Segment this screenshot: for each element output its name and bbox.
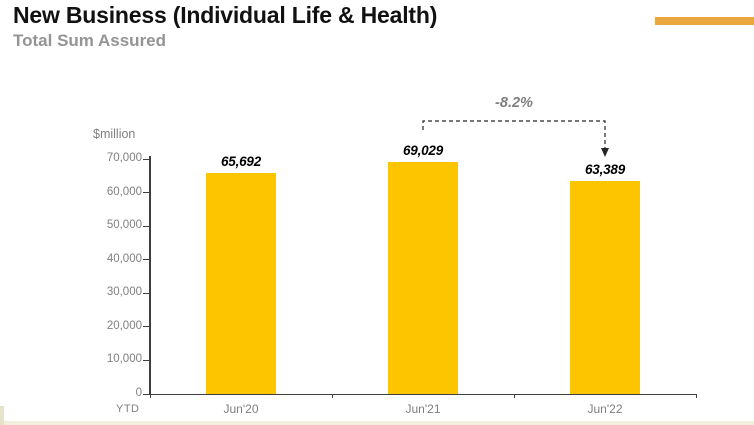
page-title: New Business (Individual Life & Health): [13, 2, 438, 28]
annotation-percentage-label: -8.2%: [495, 95, 533, 111]
y-axis-tick: [143, 225, 149, 227]
x-axis-category-label: Jun'20: [223, 402, 259, 416]
y-axis-tick-label: 30,000: [106, 286, 142, 299]
y-axis-tick: [143, 192, 149, 194]
bottom-left-decoration: [0, 406, 4, 425]
accent-bar-decoration: [655, 17, 754, 25]
bar-value-label: 69,029: [402, 143, 444, 159]
decrease-arrow-annotation: [422, 120, 609, 157]
bar-Jun'21: [388, 162, 458, 394]
x-axis-line: [149, 393, 696, 395]
y-axis-tick: [143, 359, 149, 361]
page-subtitle: Total Sum Assured: [13, 31, 167, 50]
x-axis-tick: [513, 394, 515, 398]
x-axis-category-label: Jun'21: [405, 402, 441, 416]
y-axis-line: [149, 156, 151, 395]
x-axis-tick: [149, 394, 151, 398]
bar-value-label: 63,389: [584, 162, 626, 178]
y-axis-tick: [143, 259, 149, 261]
y-axis-tick: [143, 292, 149, 294]
y-axis-tick-label: 70,000: [106, 152, 142, 164]
y-axis-tick: [143, 158, 149, 160]
arrowhead-down-icon: [601, 148, 609, 157]
y-axis-tick: [143, 326, 149, 328]
y-axis-unit-label: $million: [93, 127, 136, 141]
y-axis-tick-label: 0: [135, 387, 142, 399]
bar-Jun'20: [206, 173, 276, 394]
x-axis-tick: [331, 394, 333, 398]
y-axis-tick-label: 50,000: [106, 219, 142, 232]
y-axis-tick-label: 10,000: [106, 353, 142, 366]
y-axis-tick-label: 60,000: [106, 185, 142, 198]
y-axis-tick-label: 20,000: [106, 319, 142, 332]
x-axis-note-label: YTD: [116, 403, 140, 415]
x-axis-category-label: Jun'22: [587, 402, 623, 416]
y-axis-tick: [143, 393, 149, 395]
bar-value-label: 65,692: [220, 154, 262, 170]
x-axis-tick: [695, 394, 697, 398]
y-axis-tick-label: 40,000: [106, 252, 142, 265]
bar-Jun'22: [570, 181, 640, 394]
bottom-strip-decoration: [0, 421, 754, 425]
